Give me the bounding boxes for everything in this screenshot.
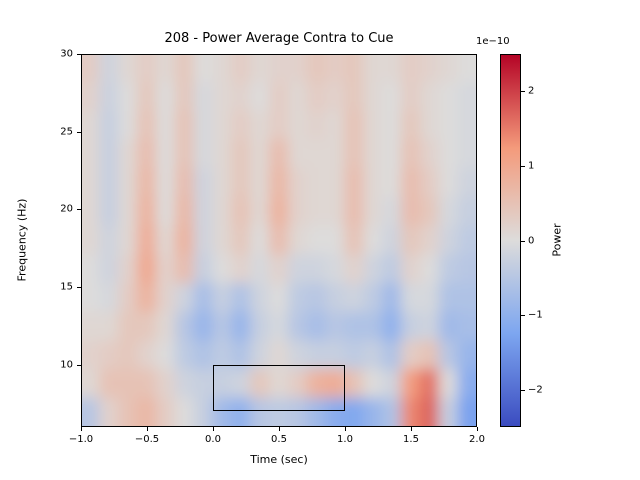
axes-spines — [81, 54, 477, 427]
x-tick-mark — [81, 427, 82, 431]
y-tick-mark — [77, 209, 81, 211]
roi-rectangle — [213, 364, 345, 412]
x-tick-mark — [345, 427, 346, 431]
colorbar-tick-label: 1 — [528, 160, 535, 172]
colorbar-tick-label: −2 — [528, 384, 543, 396]
colorbar-label: Power — [550, 223, 564, 257]
colorbar-tick-label: −1 — [528, 309, 543, 321]
x-tick-mark — [279, 427, 280, 431]
x-tick-label: 1.0 — [337, 434, 353, 445]
x-tick-mark — [213, 427, 214, 431]
colorbar-tick-mark — [521, 389, 525, 391]
colorbar — [500, 54, 521, 427]
y-tick-mark — [77, 364, 81, 366]
y-tick-label: 20 — [60, 203, 73, 215]
y-axis-label: Frequency (Hz) — [15, 198, 29, 282]
x-axis-label: Time (sec) — [250, 453, 308, 466]
colorbar-tick-mark — [521, 315, 525, 317]
x-tick-mark — [477, 427, 478, 431]
x-tick-label: 1.5 — [403, 434, 419, 445]
colorbar-tick-label: 2 — [528, 85, 535, 97]
x-tick-label: −1.0 — [68, 434, 94, 445]
y-tick-label: 25 — [60, 126, 73, 138]
plot-title: 208 - Power Average Contra to Cue — [164, 31, 394, 46]
heatmap — [81, 54, 477, 427]
colorbar-tick-mark — [521, 240, 525, 242]
colorbar-tick-mark — [521, 165, 525, 167]
y-tick-label: 10 — [60, 359, 73, 371]
y-tick-label: 30 — [60, 48, 73, 60]
y-tick-label: 15 — [60, 281, 73, 293]
heatmap-svg — [81, 54, 477, 427]
x-tick-label: −0.5 — [134, 434, 160, 445]
y-tick-mark — [77, 287, 81, 289]
y-tick-mark — [77, 131, 81, 133]
colorbar-offset-text: 1e−10 — [476, 36, 510, 47]
colorbar-tick-mark — [521, 91, 525, 93]
x-tick-label: 2.0 — [469, 434, 485, 445]
x-tick-label: 0.5 — [271, 434, 287, 445]
colorbar-tick-label: 0 — [528, 235, 535, 246]
x-tick-mark — [411, 427, 412, 431]
x-tick-label: 0.0 — [205, 434, 221, 445]
y-tick-mark — [77, 54, 81, 55]
x-tick-mark — [147, 427, 148, 431]
